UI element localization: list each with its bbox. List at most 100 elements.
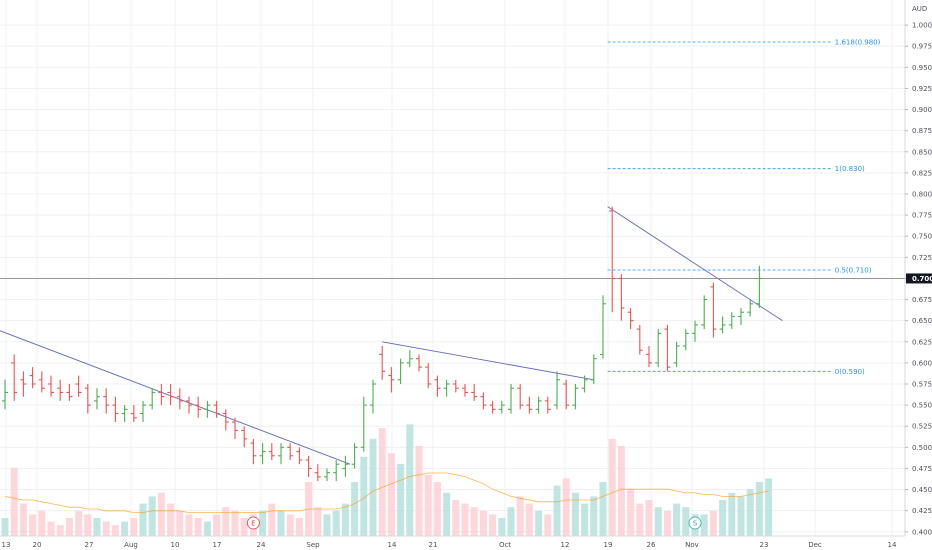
- ohlc-bar: [480, 392, 487, 410]
- volume-bar: [29, 514, 37, 536]
- volume-bar: [571, 492, 579, 536]
- price-tick-label: 0.575: [912, 381, 932, 389]
- ohlc-bar: [94, 388, 100, 410]
- volume-bar: [213, 514, 221, 536]
- ohlc-bars: [2, 206, 763, 482]
- ohlc-bar: [701, 295, 708, 330]
- ohlc-bar: [627, 308, 634, 330]
- volume-bar: [295, 518, 303, 536]
- time-tick-label: 20: [33, 541, 42, 549]
- fib-level-label: 1.618(0.980): [835, 39, 881, 47]
- volume-bar: [139, 503, 147, 536]
- volume-bar: [728, 492, 736, 536]
- event-marker: [688, 516, 702, 530]
- ohlc-bar: [609, 206, 616, 313]
- ohlc-bar: [535, 396, 542, 414]
- volume-bar: [259, 510, 267, 536]
- ohlc-bar: [38, 371, 45, 393]
- ohlc-bar: [406, 350, 413, 368]
- event-marker-label: S: [693, 520, 698, 528]
- volume-bar: [516, 496, 524, 536]
- volume-bar: [167, 503, 175, 536]
- price-tick-label: 0.850: [912, 148, 932, 156]
- ohlc-bar: [471, 384, 478, 401]
- price-tick-label: 0.825: [912, 169, 932, 177]
- volume-bar: [121, 521, 129, 536]
- trendline: [607, 206, 783, 322]
- ohlc-bar: [756, 265, 763, 308]
- volume-bar: [65, 518, 73, 536]
- volume-bar: [645, 500, 653, 536]
- ohlc-bar: [664, 324, 671, 372]
- volume-bar: [56, 525, 64, 536]
- ohlc-bar: [324, 468, 330, 482]
- volume-bar: [443, 492, 451, 536]
- time-tick-label: 14: [888, 541, 897, 549]
- time-tick-label: Sep: [306, 541, 320, 549]
- ohlc-bar: [370, 379, 376, 414]
- ohlc-bar: [29, 367, 36, 389]
- price-tick-label: 0.400: [912, 528, 932, 536]
- volume-bar: [240, 518, 248, 536]
- ohlc-bar: [682, 329, 689, 351]
- ohlc-bar: [719, 316, 726, 334]
- volume-bar: [406, 424, 414, 536]
- price-axis[interactable]: 0.400 0.425 0.450 0.475 0.500 0.525 0.550 0.575…: [905, 22, 932, 537]
- ohlc-bar: [158, 384, 165, 406]
- volume-bar: [489, 514, 497, 536]
- price-tick-label: 0.550: [912, 402, 932, 410]
- time-tick-label: 26: [647, 541, 656, 549]
- volume-bar: [231, 510, 239, 536]
- currency-label: AUD: [912, 5, 927, 13]
- ohlc-bar: [130, 405, 137, 422]
- ohlc-bar: [278, 443, 284, 465]
- volume-bar: [84, 514, 92, 536]
- ohlc-bar: [600, 295, 606, 359]
- ohlc-bar: [351, 443, 358, 469]
- trendline: [382, 341, 594, 381]
- volume-bar: [203, 521, 211, 536]
- ohlc-bar: [186, 396, 192, 414]
- volume-bar: [719, 500, 727, 536]
- event-marker-label: E: [251, 520, 255, 528]
- ohlc-bar: [655, 329, 662, 368]
- volume-bar: [47, 521, 55, 536]
- price-tick-label: 0.450: [912, 486, 932, 494]
- volume-bar: [38, 510, 46, 536]
- price-tick-label: 0.525: [912, 423, 932, 431]
- ohlc-bar: [305, 455, 312, 477]
- ohlc-bar: [250, 438, 257, 465]
- ohlc-bar: [241, 426, 248, 448]
- ohlc-bar: [75, 375, 82, 397]
- volume-bar: [157, 492, 165, 536]
- volume-bar: [286, 514, 294, 536]
- ohlc-bar: [388, 367, 395, 393]
- volume-bar: [663, 510, 671, 536]
- price-tick-label: 0.625: [912, 338, 932, 346]
- volume-bar: [176, 510, 184, 536]
- price-tick-label: 0.900: [912, 106, 932, 114]
- price-tick-label: 0.425: [912, 507, 932, 515]
- ohlc-bar: [342, 455, 349, 477]
- time-tick-label: 23: [760, 541, 769, 549]
- price-tick-label: 0.675: [912, 296, 932, 304]
- ohlc-bar: [526, 396, 533, 414]
- ohlc-bar: [443, 379, 450, 397]
- volume-bar: [599, 482, 607, 536]
- volume-bar: [755, 482, 763, 536]
- ohlc-bar: [232, 417, 238, 439]
- time-axis[interactable]: 13 20 27 Aug 10 17 24 Sep 14 21 Oct 12 19 26 Nov 23 Dec 1…: [2, 541, 897, 549]
- trendlines[interactable]: [0, 206, 783, 465]
- volume-bar: [102, 521, 110, 536]
- ohlc-bar: [112, 396, 119, 422]
- volume-bar: [654, 507, 662, 536]
- ohlc-bar: [590, 354, 597, 384]
- ohlc-bar: [572, 384, 579, 410]
- fibonacci-extension[interactable]: 1.618(0.980) 1(0.830) 0.5(0.710) 0(0.590): [607, 39, 881, 376]
- volume-bar: [746, 489, 754, 536]
- volume-bar: [535, 510, 543, 536]
- fib-level-label: 0.5(0.710): [835, 267, 872, 275]
- ohlc-bar: [462, 384, 468, 397]
